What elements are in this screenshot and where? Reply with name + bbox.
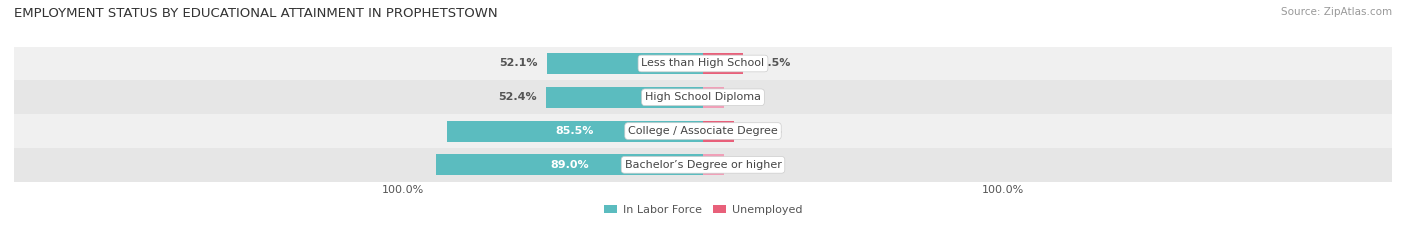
Text: EMPLOYMENT STATUS BY EDUCATIONAL ATTAINMENT IN PROPHETSTOWN: EMPLOYMENT STATUS BY EDUCATIONAL ATTAINM… xyxy=(14,7,498,20)
Text: 52.1%: 52.1% xyxy=(499,58,537,69)
FancyBboxPatch shape xyxy=(703,87,724,108)
Text: 0.0%: 0.0% xyxy=(734,92,765,102)
Text: High School Diploma: High School Diploma xyxy=(645,92,761,102)
Text: Source: ZipAtlas.com: Source: ZipAtlas.com xyxy=(1281,7,1392,17)
FancyBboxPatch shape xyxy=(436,154,703,175)
FancyBboxPatch shape xyxy=(546,87,703,108)
FancyBboxPatch shape xyxy=(703,53,744,74)
Text: Bachelor’s Degree or higher: Bachelor’s Degree or higher xyxy=(624,160,782,170)
Text: 85.5%: 85.5% xyxy=(555,126,593,136)
FancyBboxPatch shape xyxy=(447,121,703,141)
Text: 89.0%: 89.0% xyxy=(550,160,589,170)
FancyBboxPatch shape xyxy=(14,148,1392,182)
FancyBboxPatch shape xyxy=(703,121,734,141)
Text: College / Associate Degree: College / Associate Degree xyxy=(628,126,778,136)
Legend: In Labor Force, Unemployed: In Labor Force, Unemployed xyxy=(599,200,807,219)
FancyBboxPatch shape xyxy=(547,53,703,74)
FancyBboxPatch shape xyxy=(14,47,1392,80)
FancyBboxPatch shape xyxy=(703,154,724,175)
Text: 13.5%: 13.5% xyxy=(754,58,792,69)
Text: 10.4%: 10.4% xyxy=(744,126,782,136)
FancyBboxPatch shape xyxy=(14,114,1392,148)
FancyBboxPatch shape xyxy=(703,121,734,141)
Text: 0.0%: 0.0% xyxy=(734,160,765,170)
Text: Less than High School: Less than High School xyxy=(641,58,765,69)
Text: 52.4%: 52.4% xyxy=(498,92,536,102)
FancyBboxPatch shape xyxy=(703,53,744,74)
FancyBboxPatch shape xyxy=(14,80,1392,114)
